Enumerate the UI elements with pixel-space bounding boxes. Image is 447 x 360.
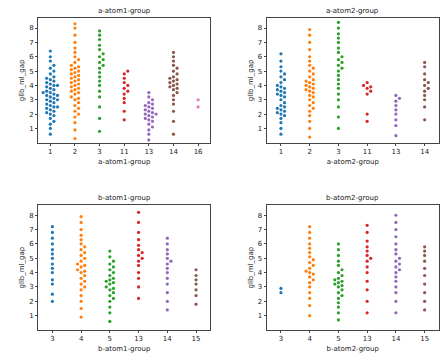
svg-text:4: 4: [258, 269, 263, 277]
svg-text:15: 15: [420, 335, 429, 343]
svg-text:3: 3: [50, 335, 54, 343]
svg-text:7: 7: [258, 39, 262, 47]
svg-text:11: 11: [120, 148, 129, 156]
svg-text:13: 13: [134, 335, 143, 343]
svg-text:gllb_ml_gap: gllb_ml_gap: [18, 59, 26, 101]
svg-text:2: 2: [29, 298, 33, 306]
svg-text:7: 7: [29, 226, 33, 234]
svg-text:16: 16: [194, 148, 203, 156]
svg-text:2: 2: [258, 298, 262, 306]
svg-text:4: 4: [307, 335, 312, 343]
svg-text:3: 3: [97, 148, 101, 156]
svg-text:1: 1: [48, 148, 52, 156]
svg-text:1: 1: [258, 125, 262, 133]
svg-text:1: 1: [29, 125, 33, 133]
svg-text:a-atom1-group: a-atom1-group: [98, 158, 151, 166]
svg-text:5: 5: [29, 68, 33, 76]
svg-text:13: 13: [144, 148, 153, 156]
svg-text:1: 1: [258, 312, 262, 320]
svg-text:8: 8: [258, 24, 262, 32]
svg-text:a-atom2-group: a-atom2-group: [327, 158, 380, 166]
svg-text:4: 4: [29, 82, 34, 90]
svg-text:11: 11: [363, 148, 372, 156]
svg-text:4: 4: [258, 82, 263, 90]
svg-text:13: 13: [363, 335, 372, 343]
svg-text:b-atom2-group: b-atom2-group: [327, 345, 380, 353]
svg-text:6: 6: [258, 240, 263, 248]
svg-text:8: 8: [258, 212, 262, 220]
svg-text:2: 2: [258, 111, 262, 119]
svg-text:14: 14: [420, 148, 429, 156]
svg-text:gllb_ml_gap: gllb_ml_gap: [247, 59, 255, 101]
svg-text:a-atom1-group: a-atom1-group: [98, 7, 151, 15]
svg-text:3: 3: [29, 283, 33, 291]
svg-text:5: 5: [336, 335, 340, 343]
svg-text:2: 2: [29, 111, 33, 119]
svg-text:b-atom1-group: b-atom1-group: [98, 194, 151, 202]
svg-text:6: 6: [258, 53, 263, 61]
svg-text:14: 14: [163, 335, 172, 343]
svg-text:1: 1: [279, 148, 283, 156]
svg-text:b-atom1-group: b-atom1-group: [98, 345, 151, 353]
svg-text:a-atom2-group: a-atom2-group: [326, 7, 379, 15]
svg-text:15: 15: [192, 335, 201, 343]
svg-text:8: 8: [29, 212, 33, 220]
svg-text:2: 2: [307, 148, 311, 156]
svg-text:3: 3: [336, 148, 340, 156]
svg-text:5: 5: [258, 255, 262, 263]
svg-text:3: 3: [279, 335, 283, 343]
svg-text:6: 6: [29, 53, 34, 61]
svg-text:3: 3: [29, 96, 33, 104]
svg-text:5: 5: [108, 335, 112, 343]
svg-text:4: 4: [29, 269, 34, 277]
svg-text:5: 5: [29, 255, 33, 263]
svg-text:13: 13: [391, 148, 400, 156]
svg-text:7: 7: [258, 226, 262, 234]
svg-text:gllb_ml_gap: gllb_ml_gap: [247, 246, 255, 288]
svg-text:gllb_ml_gap: gllb_ml_gap: [18, 246, 26, 288]
svg-text:14: 14: [169, 148, 178, 156]
svg-text:14: 14: [391, 335, 400, 343]
svg-text:5: 5: [258, 68, 262, 76]
svg-text:7: 7: [29, 39, 33, 47]
svg-text:4: 4: [79, 335, 84, 343]
svg-text:b-atom2-group: b-atom2-group: [326, 194, 379, 202]
svg-text:3: 3: [258, 96, 262, 104]
svg-text:6: 6: [29, 240, 34, 248]
svg-text:3: 3: [258, 283, 262, 291]
svg-text:8: 8: [29, 24, 33, 32]
svg-text:2: 2: [73, 148, 77, 156]
svg-text:1: 1: [29, 312, 33, 320]
